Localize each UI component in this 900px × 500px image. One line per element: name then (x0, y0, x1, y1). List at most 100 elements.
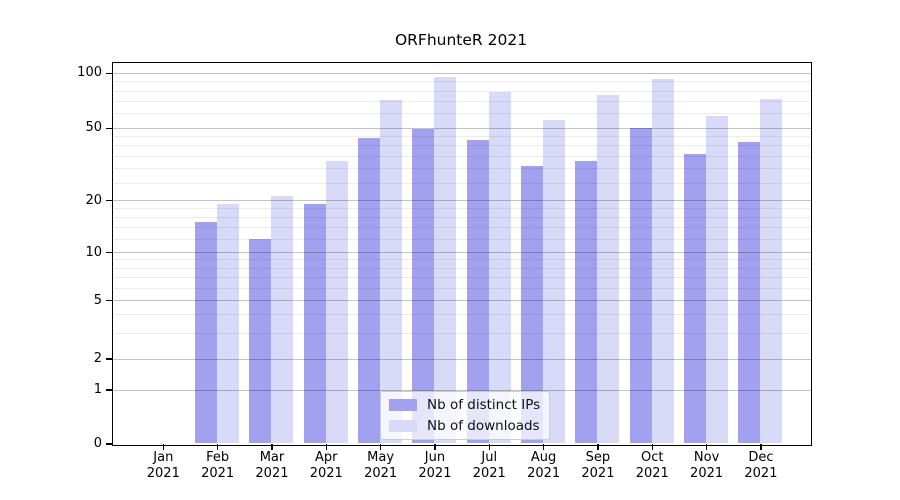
x-tick-label-year: 2021 (146, 465, 180, 481)
x-tick-label-month: Sep (585, 450, 611, 465)
x-tick-label-oct: Oct 2021 (620, 450, 684, 481)
x-tick-label-year: 2021 (635, 465, 669, 481)
x-tick-label-jan: Jan 2021 (131, 450, 195, 481)
gridline-major (112, 200, 811, 202)
x-axis-tick (597, 444, 599, 450)
y-axis-tick (106, 199, 112, 202)
x-tick-label-year: 2021 (309, 465, 343, 481)
x-tick-label-month: Mar (259, 450, 285, 465)
bar-distinct-ips-sep (575, 160, 598, 444)
x-tick-label-mar: Mar 2021 (240, 450, 304, 481)
x-tick-label-year: 2021 (744, 465, 778, 481)
x-tick-label-month: Jun (424, 450, 446, 465)
x-axis-tick (760, 444, 762, 450)
gridline-minor (112, 332, 811, 334)
x-tick-label-month: May (367, 450, 395, 465)
x-axis-tick (651, 444, 654, 450)
x-tick-label-year: 2021 (201, 465, 235, 481)
gridline-major (112, 72, 811, 74)
x-axis-tick (216, 444, 219, 450)
gridline-minor (112, 259, 811, 261)
x-tick-label-month: Aug (530, 450, 557, 465)
legend-swatch-downloads (389, 420, 417, 433)
legend-label-distinct-ips: Nb of distinct IPs (427, 396, 541, 413)
x-tick-label-apr: Apr 2021 (294, 450, 358, 481)
bar-distinct-ips-aug (521, 165, 544, 444)
x-axis-tick (488, 444, 491, 450)
legend-label-downloads: Nb of downloads (427, 418, 540, 435)
x-tick-label-month: Jul (481, 450, 498, 465)
y-axis-tick (106, 358, 112, 360)
y-tick-label: 2 (93, 351, 102, 366)
x-axis-tick (542, 444, 545, 450)
y-axis-tick (106, 127, 112, 130)
x-tick-label-year: 2021 (690, 465, 724, 481)
x-axis-tick (162, 444, 165, 450)
y-axis-tick (106, 299, 112, 302)
gridline-minor (112, 208, 811, 210)
y-axis-tick (106, 72, 112, 75)
x-tick-label-month: Dec (748, 450, 774, 465)
bar-downloads-nov (706, 116, 729, 444)
gridline-minor (112, 276, 811, 278)
bar-downloads-mar (271, 196, 294, 444)
y-tick-label: 20 (85, 192, 102, 208)
x-axis-tick (271, 444, 273, 450)
bar-downloads-may (380, 99, 403, 444)
bar-distinct-ips-mar (249, 238, 272, 444)
gridline-minor (112, 145, 811, 147)
gridline-major (112, 358, 811, 360)
y-tick-label: 1 (93, 382, 102, 397)
chart-title: ORFhunteR 2021 (394, 31, 528, 49)
gridline-minor (112, 287, 811, 289)
gridline-minor (112, 168, 811, 170)
bar-distinct-ips-dec (738, 141, 761, 444)
y-tick-label: 0 (93, 436, 102, 451)
y-tick-label: 50 (85, 120, 102, 136)
bar-distinct-ips-apr (303, 204, 326, 444)
bar-downloads-aug (543, 120, 566, 444)
bar-downloads-oct (651, 79, 674, 444)
x-axis-tick (705, 444, 708, 450)
x-tick-label-month: Oct (641, 450, 664, 465)
y-axis-tick (106, 443, 112, 445)
bar-distinct-ips-feb (195, 221, 218, 444)
bar-downloads-jun (434, 76, 457, 444)
x-tick-label-may: May 2021 (349, 450, 413, 481)
gridline-minor (112, 155, 811, 157)
gridline-minor (112, 182, 811, 184)
x-tick-label-aug: Aug 2021 (512, 450, 576, 481)
x-tick-label-year: 2021 (472, 465, 506, 481)
x-tick-label-dec: Dec 2021 (729, 450, 793, 481)
gridline-minor (112, 267, 811, 269)
x-tick-label-month: Feb (206, 450, 230, 465)
bar-downloads-dec (760, 98, 783, 444)
bar-downloads-feb (217, 204, 240, 444)
gridline-minor (112, 113, 811, 115)
plot-area (111, 61, 812, 446)
legend: Nb of distinct IPs Nb of downloads (380, 391, 550, 440)
x-tick-label-month: Nov (693, 450, 720, 465)
gridline-minor (112, 90, 811, 92)
legend-swatch-distinct-ips (389, 398, 417, 411)
gridline-major (112, 300, 811, 302)
y-tick-label: 5 (93, 292, 102, 308)
x-tick-label-nov: Nov 2021 (675, 450, 739, 481)
x-axis-tick (325, 444, 328, 450)
x-tick-label-year: 2021 (581, 465, 615, 481)
y-tick-label: 10 (85, 244, 102, 260)
gridline-minor (112, 81, 811, 83)
gridline-minor (112, 314, 811, 316)
x-tick-label-year: 2021 (255, 465, 289, 481)
x-tick-label-year: 2021 (364, 465, 398, 481)
gridline-major (112, 252, 811, 254)
gridline-minor (112, 136, 811, 138)
legend-item: Nb of distinct IPs (389, 396, 541, 414)
y-tick-label: 100 (77, 65, 102, 81)
x-tick-label-jun: Jun 2021 (403, 450, 467, 481)
x-tick-label-month: Apr (315, 450, 338, 465)
x-tick-label-sep: Sep 2021 (566, 450, 630, 481)
gridline-minor (112, 216, 811, 218)
bar-downloads-apr (325, 160, 348, 444)
